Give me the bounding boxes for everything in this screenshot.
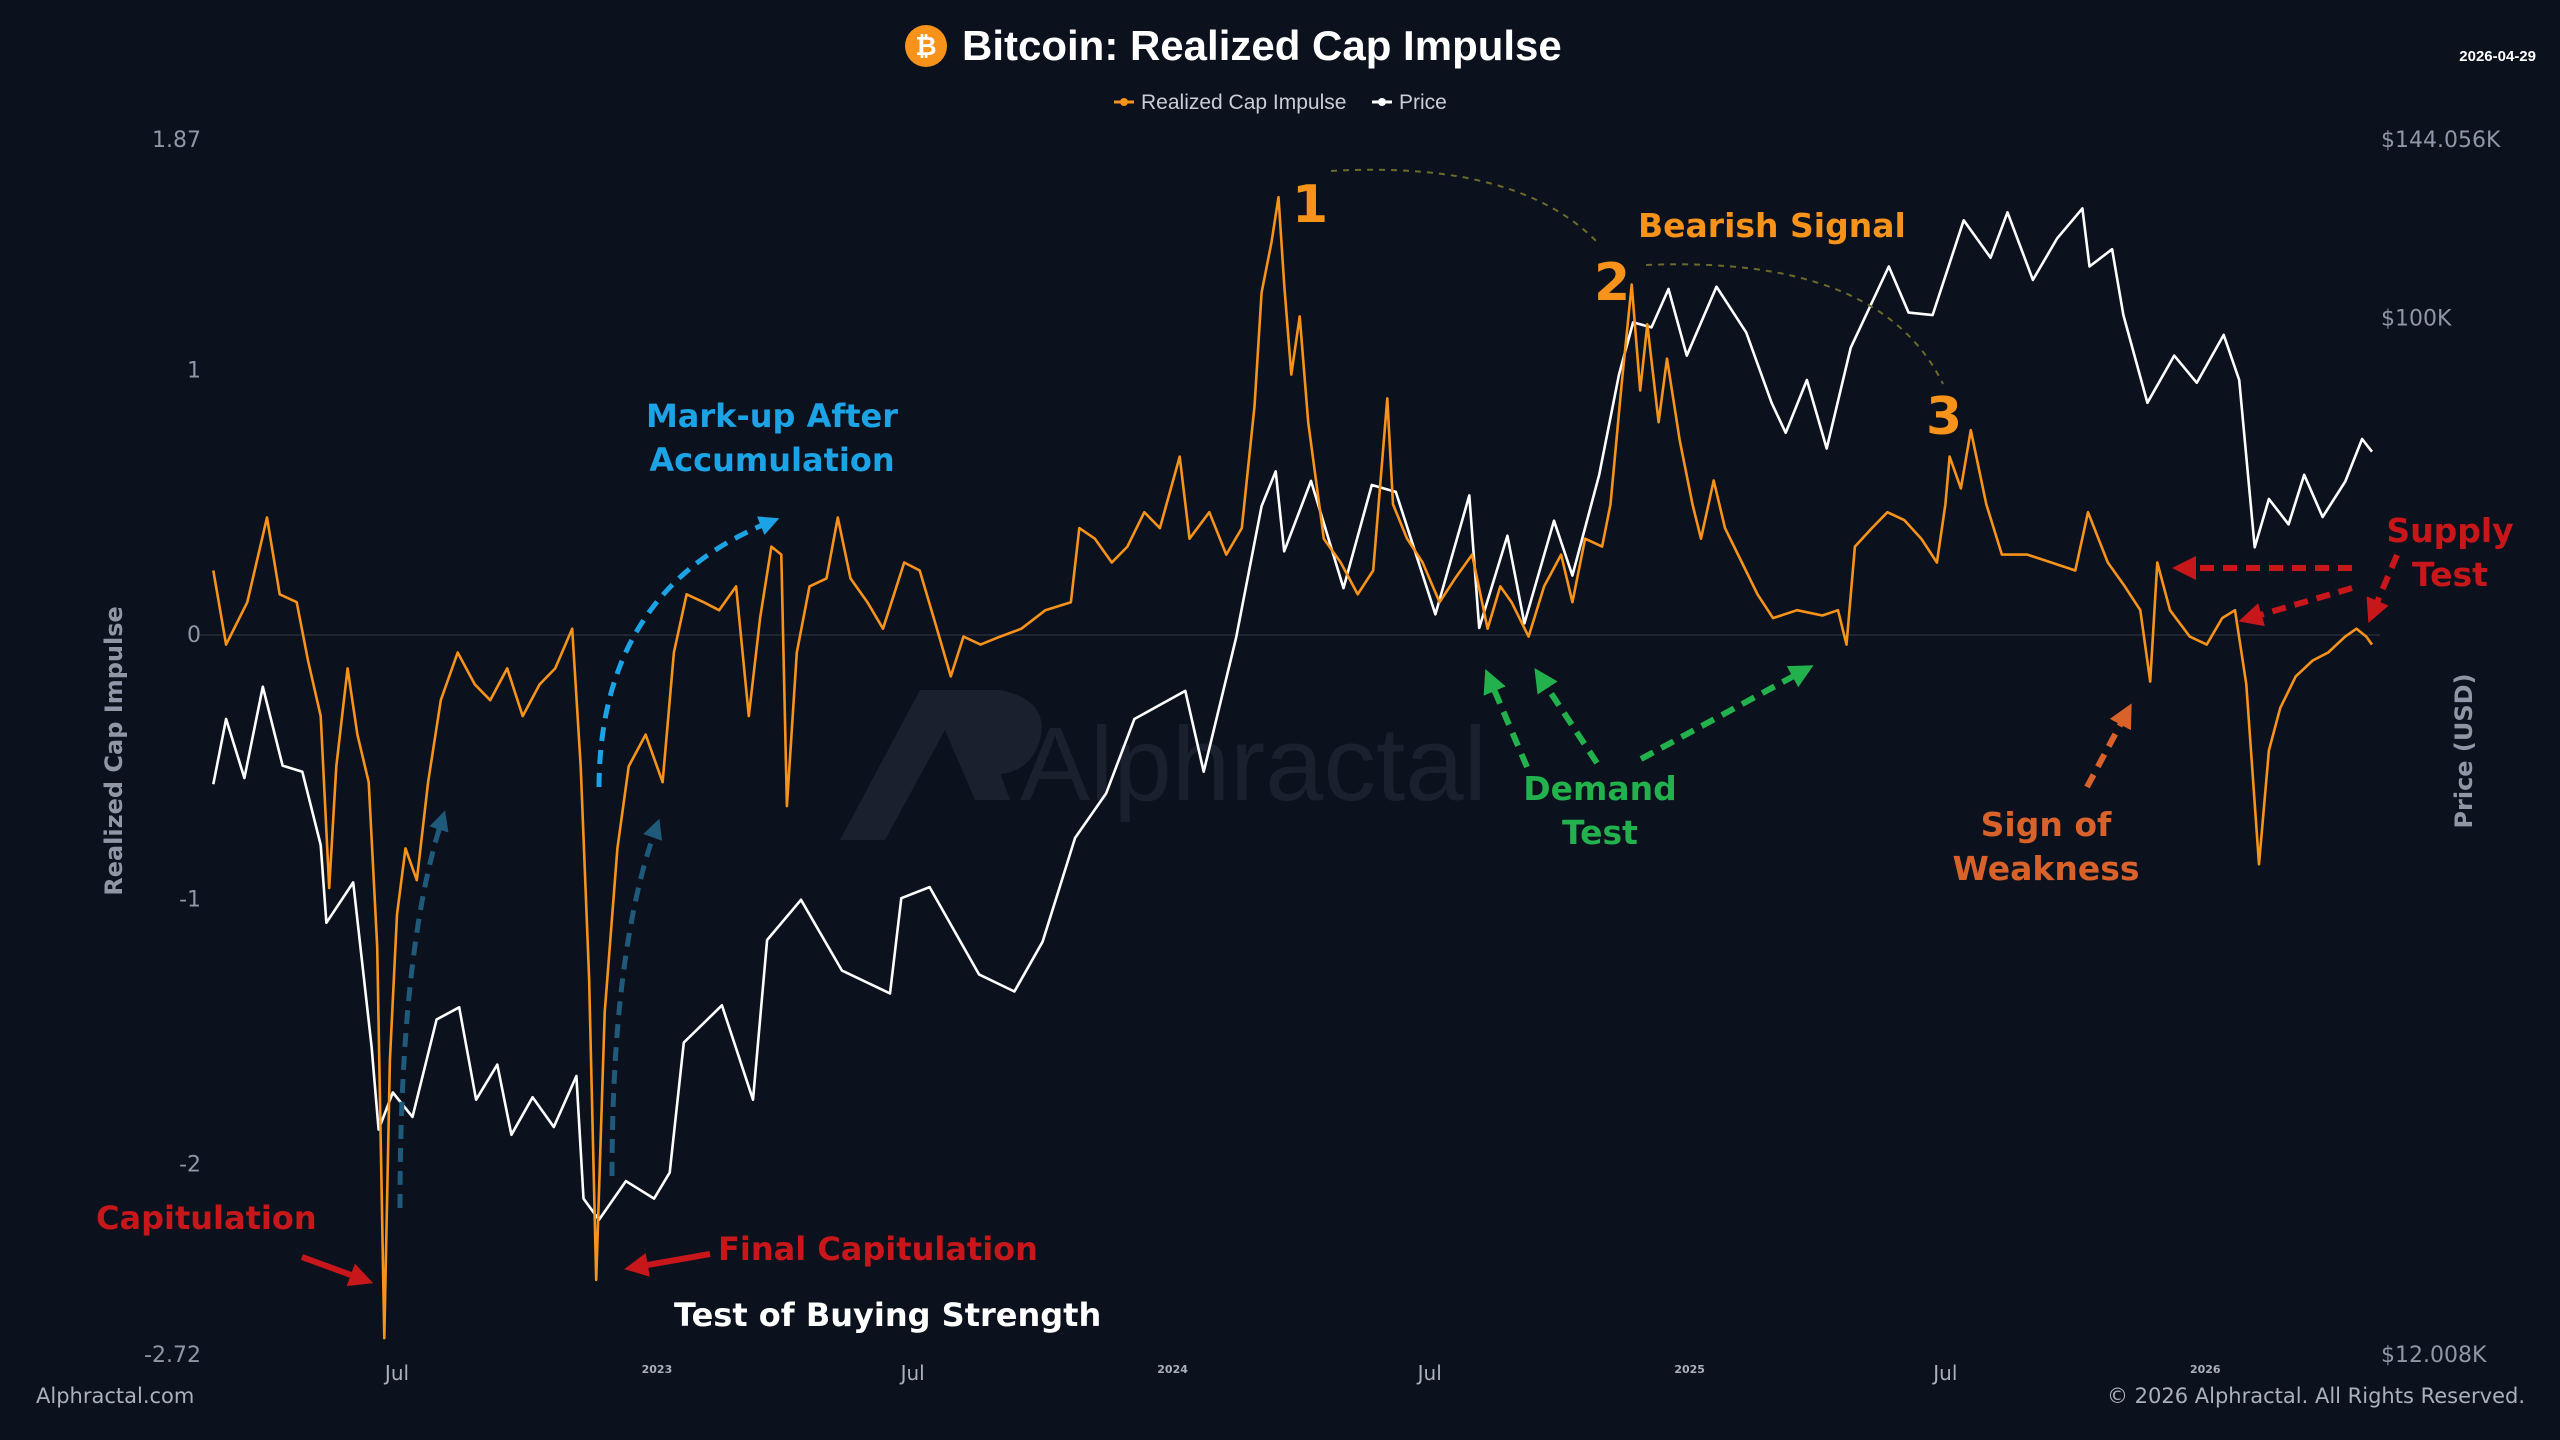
annotation-markup-line2: Accumulation [649, 441, 894, 479]
annotation-peak-1: 1 [1292, 175, 1328, 235]
annotation-supply-line2: Test [2412, 555, 2488, 594]
x-tick-label: 2024 [1157, 1363, 1188, 1376]
y-left-tick-label: 1.87 [152, 128, 201, 153]
arrow-supply-3 [2366, 553, 2400, 624]
x-tick-label: 2026 [2190, 1363, 2221, 1376]
x-tick-label: Jul [899, 1361, 925, 1385]
y-right-tick-label: $144.056K [2381, 128, 2501, 153]
bearish-curve-1 [1330, 168, 1601, 246]
annotation-final-capitulation: Final Capitulation [718, 1230, 1038, 1268]
series-price [212, 207, 2374, 1222]
legend-label: Realized Cap Impulse [1141, 91, 1346, 114]
annotation-bearish-signal: Bearish Signal [1638, 206, 1906, 245]
arrow-final-capitulation [624, 1251, 711, 1277]
annotation-markup-line1: Mark-up After [646, 397, 898, 435]
bearish-curve-2 [1645, 263, 1944, 385]
arrow-buying-strength-1 [397, 810, 449, 1209]
footer-site: Alphractal.com [36, 1384, 194, 1408]
y-left-tick-label: 0 [187, 623, 201, 648]
annotations: Capitulation Final Capitulation Test of … [96, 168, 2514, 1334]
footer-copyright: © 2026 Alphractal. All Rights Reserved. [2107, 1384, 2525, 1408]
annotation-demand-line1: Demand [1523, 769, 1677, 808]
annotation-test-buying-strength: Test of Buying Strength [674, 1296, 1101, 1334]
x-tick-label: Jul [1931, 1361, 1957, 1385]
annotation-supply-line1: Supply [2386, 511, 2513, 550]
date-label: 2026-04-29 [2459, 48, 2536, 65]
annotation-capitulation: Capitulation [96, 1199, 317, 1237]
arrow-demand-2 [1534, 667, 1600, 765]
legend-marker-icon [1378, 98, 1386, 106]
annotation-weakness-line2: Weakness [1953, 849, 2140, 888]
arrow-supply-2 [2238, 585, 2353, 627]
watermark-logo-icon [840, 690, 1042, 840]
x-tick-label: 2025 [1674, 1363, 1705, 1376]
annotation-peak-2: 2 [1594, 253, 1630, 313]
y-axis-right: $144.056K $100K $12.008K [2381, 128, 2501, 1368]
legend: Realized Cap Impulse Price [1114, 91, 1447, 114]
x-tick-label: Jul [1416, 1361, 1442, 1385]
series-impulse [212, 195, 2374, 1340]
y-left-tick-label: -2.72 [144, 1343, 201, 1368]
y-left-tick-label: -2 [179, 1152, 201, 1177]
x-tick-label: 2023 [642, 1363, 673, 1376]
arrow-buying-strength-2 [609, 818, 663, 1177]
watermark-text: Alphractal [1020, 706, 1487, 823]
y-left-tick-label: -1 [179, 888, 201, 913]
legend-item-price[interactable]: Price [1372, 91, 1447, 114]
y-right-tick-label: $12.008K [2381, 1343, 2487, 1368]
watermark: Alphractal [840, 690, 1487, 840]
annotation-demand-line2: Test [1562, 813, 1638, 852]
bitcoin-icon-glyph: ₿ [915, 32, 936, 62]
legend-item-impulse[interactable]: Realized Cap Impulse [1114, 91, 1346, 114]
y-right-tick-label: $100K [2381, 307, 2452, 332]
arrow-demand-1 [1483, 668, 1530, 769]
chart-title: Bitcoin: Realized Cap Impulse [962, 22, 1562, 69]
x-axis: Jul 2023 Jul 2024 Jul 2025 Jul 2026 [383, 1361, 2221, 1385]
x-tick-label: Jul [383, 1361, 409, 1385]
annotation-peak-3: 3 [1926, 387, 1962, 447]
price-line [212, 207, 2374, 1222]
annotation-weakness-line1: Sign of [1981, 805, 2112, 844]
legend-label: Price [1399, 91, 1447, 114]
y-axis-right-title: Price (USD) [2450, 673, 2478, 828]
arrow-markup [596, 516, 780, 788]
arrow-demand-3 [1639, 665, 1814, 762]
bitcoin-icon [905, 25, 947, 67]
arrow-weakness [2084, 703, 2132, 789]
chart-header: ₿ Bitcoin: Realized Cap Impulse 2026-04-… [905, 22, 2536, 69]
arrow-capitulation [300, 1254, 374, 1287]
y-left-tick-label: 1 [187, 358, 201, 383]
legend-marker-icon [1120, 98, 1128, 106]
series-layer [212, 195, 2374, 1340]
y-axis-left: 1.87 1 0 -1 -2 -2.72 [144, 128, 201, 1368]
y-axis-left-title: Realized Cap Impulse [100, 606, 128, 896]
